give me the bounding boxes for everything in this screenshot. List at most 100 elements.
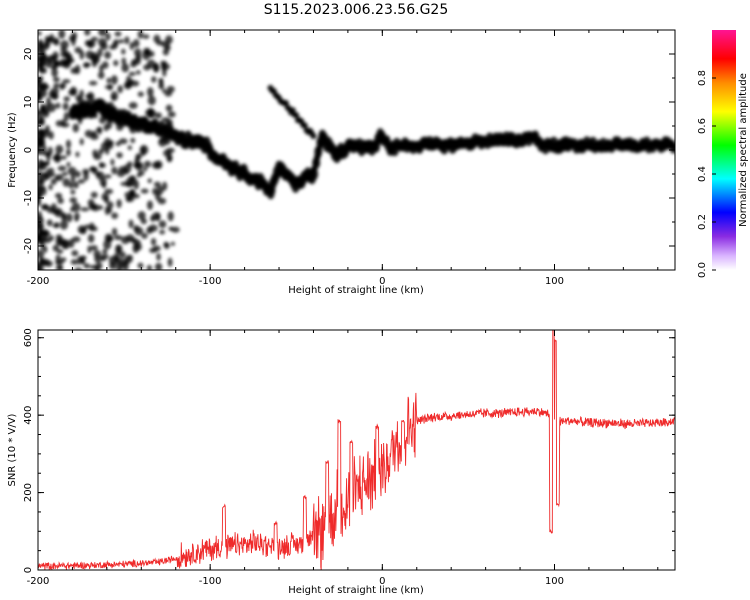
snr-ticks: -200 -100 0 100 0 200 400 600 (23, 328, 675, 587)
noise-blob (142, 34, 150, 39)
noise-blob (39, 117, 45, 122)
ridge-core (210, 148, 215, 154)
noise-blob (99, 162, 106, 168)
noise-blob (90, 191, 98, 199)
noise-blob (56, 249, 64, 254)
noise-blob (147, 107, 155, 115)
ridge-core (381, 134, 386, 139)
branch-blob (282, 99, 289, 106)
noise-blob (133, 48, 142, 57)
noise-blob (65, 139, 71, 149)
noise-blob (59, 220, 69, 230)
noise-blob (75, 151, 80, 158)
noise-blob (132, 243, 140, 254)
noise-blob (65, 148, 71, 157)
noise-blob (118, 258, 125, 265)
noise-blob (153, 181, 161, 188)
noise-blob (143, 160, 152, 168)
noise-blob (61, 171, 68, 176)
ridge-core (318, 138, 323, 144)
snr-xlabel: Height of straight line (km) (288, 585, 424, 596)
y-tick-label: 0 (23, 567, 34, 573)
noise-blob (147, 178, 152, 184)
noise-blob (79, 255, 87, 260)
ridge-core (313, 160, 319, 166)
noise-blob (111, 212, 119, 219)
noise-blob (116, 169, 125, 178)
noise-blob (80, 207, 90, 212)
noise-blob (121, 57, 127, 65)
noise-blob (55, 144, 64, 154)
spectrogram-marks (38, 30, 675, 270)
noise-blob (158, 220, 167, 229)
noise-blob (129, 237, 138, 243)
noise-blob (62, 79, 71, 84)
noise-blob (41, 109, 50, 118)
colorbar: 0.0 0.2 0.4 0.6 0.8 Normalized spectral ampl… (697, 30, 749, 278)
noise-blob (154, 262, 163, 270)
noise-blob (70, 67, 78, 74)
noise-blob (156, 252, 161, 261)
colorbar-ticks: 0.0 0.2 0.4 0.6 0.8 (697, 70, 716, 278)
ridge-core (672, 142, 675, 148)
noise-blob (136, 152, 142, 160)
noise-blob (38, 76, 43, 81)
noise-blob (53, 59, 59, 70)
noise-blob (52, 223, 60, 228)
branch-blob (301, 122, 308, 129)
x-tick-label: 0 (379, 576, 385, 587)
noise-blob (66, 57, 75, 63)
noise-blob (38, 128, 45, 136)
noise-blob (66, 161, 71, 167)
spectrogram-xlabel: Height of straight line (km) (288, 285, 424, 296)
noise-blob (55, 102, 61, 109)
ridge-core (311, 171, 316, 176)
noise-blob (47, 146, 53, 156)
noise-blob (46, 219, 53, 227)
noise-blob (105, 32, 111, 41)
colorbar-tick-label: 0.8 (697, 70, 708, 86)
noise-blob (104, 188, 114, 195)
noise-blob (50, 178, 57, 185)
noise-blob (110, 91, 119, 101)
noise-blob (71, 36, 76, 47)
noise-blob (48, 184, 53, 191)
ridge-core (269, 190, 274, 195)
noise-blob (121, 235, 130, 245)
noise-blob (113, 60, 119, 67)
noise-blob (79, 89, 84, 99)
noise-blob (97, 48, 103, 58)
noise-blob (161, 40, 170, 49)
spectrogram-ylabel: Frequency (Hz) (7, 112, 18, 188)
noise-blob (104, 196, 110, 204)
noise-blob (104, 233, 113, 243)
noise-blob (54, 39, 59, 46)
noise-blob (110, 158, 115, 166)
noise-blob (125, 75, 132, 86)
noise-blob (46, 97, 52, 107)
noise-blob (147, 95, 156, 106)
noise-blob (84, 39, 92, 47)
noise-blob (167, 257, 173, 267)
ridge-core (100, 105, 105, 110)
noise-blob (71, 202, 81, 213)
x-tick-label: 100 (545, 576, 564, 587)
ridge-core (270, 186, 275, 191)
ridge-core (317, 146, 322, 151)
y-tick-label: -20 (23, 238, 34, 254)
noise-blob (161, 62, 167, 71)
noise-blob (140, 218, 147, 225)
noise-blob (116, 244, 123, 254)
noise-blob (97, 126, 103, 135)
branch-blob (310, 133, 317, 140)
noise-blob (134, 226, 144, 236)
noise-blob (98, 30, 107, 37)
noise-blob (99, 256, 107, 262)
noise-blob (85, 93, 93, 99)
noise-blob (90, 245, 98, 251)
colorbar-tick-label: 0.6 (697, 118, 708, 134)
noise-blob (165, 104, 173, 112)
noise-blob (106, 141, 114, 150)
snr-frame (37, 329, 676, 571)
noise-blob (42, 230, 48, 241)
